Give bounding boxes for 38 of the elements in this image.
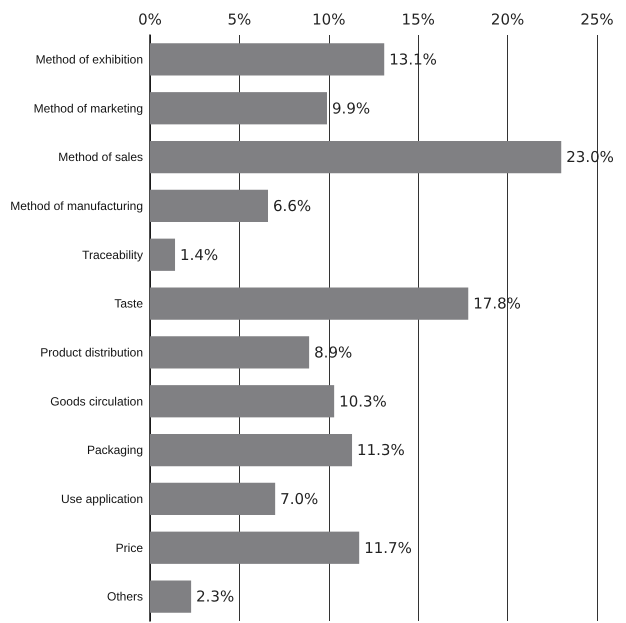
y-tick-label: Price [116,540,144,555]
y-tick-label: Method of sales [58,150,143,164]
data-label: 2.3% [196,588,234,606]
x-tick-label: 25% [580,10,614,28]
x-tick-label: 15% [402,10,435,28]
bar [150,385,334,418]
data-label: 9.9% [332,99,370,118]
data-label: 6.6% [273,196,312,215]
data-label: 11.3% [357,441,405,460]
bar [150,482,276,516]
data-label: 11.7% [364,538,412,557]
bar [150,532,360,564]
y-tick-label: Method of manufacturing [10,198,143,213]
data-label: 7.0% [280,490,318,508]
bar [150,434,352,466]
bar [150,336,310,369]
y-tick-label: Use application [60,492,143,506]
data-label: 10.3% [339,392,387,410]
bar [150,92,328,124]
y-tick-label: Method of marketing [34,101,143,116]
bar [150,580,192,613]
x-tick-label: 20% [490,10,524,28]
y-tick-label: Traceability [82,248,143,262]
bar [150,190,268,222]
data-label: 1.4% [180,246,218,264]
y-tick-label: Product distribution [40,345,143,360]
x-tick-label: 10% [312,10,346,28]
x-tick-label: 5% [228,10,252,28]
x-tick-label: 0% [138,10,162,28]
bar [150,43,384,76]
bar [150,140,562,174]
y-tick-label: Taste [114,296,144,311]
y-tick-label: Method of exhibition [36,52,143,66]
y-tick-label: Others [106,590,143,604]
y-tick-label: Goods circulation [50,394,143,408]
bar [150,238,176,271]
y-tick-label: Packaging [86,443,143,458]
bar [150,287,468,320]
